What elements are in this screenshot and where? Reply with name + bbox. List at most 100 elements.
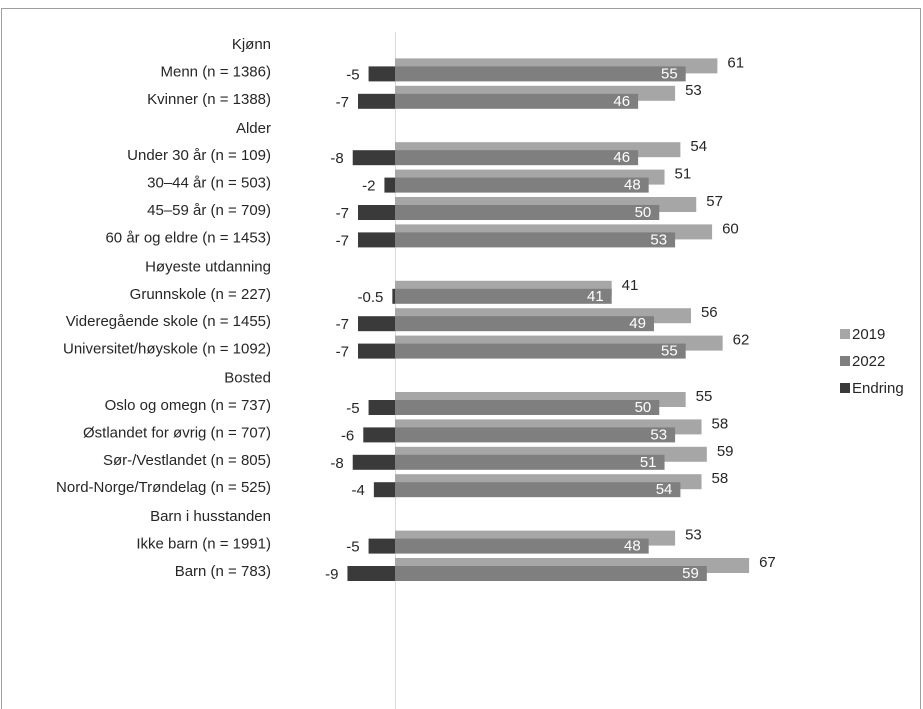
bar-endring [392,288,395,304]
bar-2022 [395,316,654,332]
data-label-2019: 53 [685,82,702,99]
data-label-2019: 62 [733,332,750,349]
data-label-2019: 53 [685,527,702,544]
bar-endring [358,93,395,109]
data-label-endring: -5 [346,539,359,556]
group-heading: Alder [236,120,271,137]
data-label-2019: 51 [675,166,692,183]
bar-2022 [395,343,686,359]
data-label-endring: -5 [346,400,359,417]
data-label-2022: 53 [650,426,667,443]
data-label-2022: 55 [661,343,678,360]
bar-endring [368,66,395,82]
category-label: Kvinner (n = 1388) [147,91,271,108]
data-label-2019: 41 [622,277,639,294]
category-label: 30–44 år (n = 503) [147,175,271,192]
category-label: Under 30 år (n = 109) [127,147,271,164]
bar-endring [373,482,395,498]
data-label-2019: 58 [712,415,729,432]
data-label-endring: -7 [336,205,349,222]
category-label: Sør-/Vestlandet (n = 805) [103,452,271,469]
legend-label-2019: 2019 [852,326,885,343]
data-label-2019: 59 [717,443,734,460]
data-label-2019: 61 [727,54,744,71]
category-label: Videregående skole (n = 1455) [66,313,271,330]
data-label-2022: 46 [613,93,630,110]
category-label: Ikke barn (n = 1991) [136,536,271,553]
category-label: Universitet/høyskole (n = 1092) [63,341,271,358]
category-label: Menn (n = 1386) [161,63,272,80]
group-heading: Kjønn [232,36,271,53]
data-label-2019: 60 [722,220,739,237]
bar-2022 [395,288,612,304]
bar-2022 [395,566,707,581]
bar-2022 [395,93,639,109]
bar-endring [352,454,395,470]
data-label-2022: 48 [624,538,641,555]
bar-endring [368,538,395,554]
category-label: Grunnskole (n = 227) [130,286,271,303]
bar-endring [384,177,395,193]
data-label-2022: 55 [661,65,678,82]
bar-2022 [395,177,649,193]
bar-2022 [395,66,686,82]
data-label-2022: 49 [629,315,646,332]
data-label-2019: 58 [712,470,729,487]
data-label-2019: 54 [690,138,707,155]
bar-2022 [395,400,660,415]
data-label-2019: 57 [706,193,723,210]
data-label-endring: -5 [346,66,359,83]
bar-2022 [395,482,681,498]
category-label: 60 år og eldre (n = 1453) [105,229,271,246]
bar-endring [368,400,395,415]
data-label-2019: 67 [759,554,776,571]
group-heading: Barn i husstanden [150,508,271,525]
chart-frame [1,8,921,709]
data-label-2022: 54 [656,481,673,498]
data-label-endring: -0.5 [357,289,383,306]
data-label-2022: 48 [624,177,641,194]
group-heading: Bosted [224,370,271,387]
data-label-endring: -8 [330,150,343,167]
data-label-2019: 55 [696,388,713,405]
bar-endring [358,232,395,248]
data-label-endring: -6 [341,427,354,444]
bar-endring [352,150,395,166]
category-label: Barn (n = 783) [175,563,271,580]
legend-label-2022: 2022 [852,353,885,370]
data-label-2022: 50 [635,399,652,416]
data-label-2022: 41 [587,288,604,305]
category-label: Østlandet for øvrig (n = 707) [83,424,271,441]
data-label-endring: -7 [336,232,349,249]
category-label: Oslo og omegn (n = 737) [105,397,271,414]
data-label-endring: -7 [336,94,349,111]
data-label-2022: 46 [613,149,630,166]
data-label-2019: 56 [701,304,718,321]
data-label-2022: 50 [635,204,652,221]
bar-2022 [395,538,649,554]
data-label-endring: -2 [362,178,375,195]
legend-swatch-2022 [840,356,850,366]
bar-endring [358,316,395,332]
bar-endring [347,566,395,581]
data-label-2022: 53 [650,231,667,248]
bar-2022 [395,232,676,248]
data-label-2022: 59 [682,565,699,582]
data-label-2022: 51 [640,454,657,471]
data-label-endring: -4 [352,482,365,499]
data-label-endring: -7 [336,316,349,333]
data-label-endring: -8 [330,455,343,472]
bar-2022 [395,454,665,470]
data-label-endring: -9 [325,566,338,583]
legend-label-endring: Endring [852,380,904,397]
bar-endring [358,343,395,359]
legend-swatch-2019 [840,329,850,339]
bar-endring [363,427,395,443]
category-label: 45–59 år (n = 709) [147,202,271,219]
category-label: Nord-Norge/Trøndelag (n = 525) [56,479,271,496]
legend-swatch-endring [840,383,850,393]
bar-2022 [395,427,676,443]
bar-endring [358,205,395,220]
data-label-endring: -7 [336,344,349,361]
